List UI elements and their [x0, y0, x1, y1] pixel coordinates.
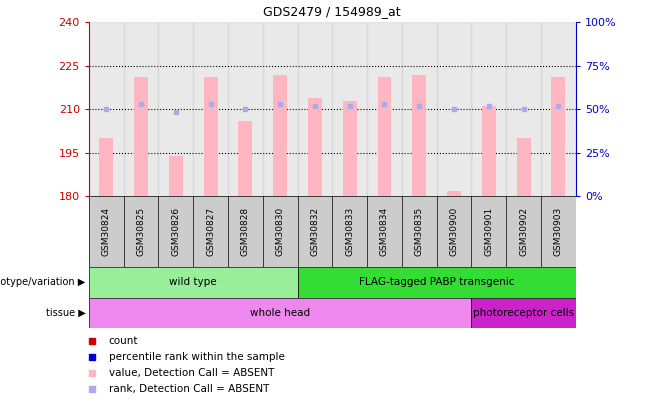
Bar	[193, 22, 228, 196]
Text: GSM30902: GSM30902	[519, 207, 528, 256]
Bar	[343, 101, 357, 196]
Title: GDS2479 / 154989_at: GDS2479 / 154989_at	[263, 5, 401, 18]
Bar	[551, 77, 565, 196]
Bar	[297, 267, 576, 298]
Bar	[169, 156, 183, 196]
Bar	[159, 22, 193, 196]
Text: GSM30827: GSM30827	[206, 207, 215, 256]
Text: wild type: wild type	[169, 277, 217, 288]
Text: GSM30832: GSM30832	[311, 207, 319, 256]
Bar	[238, 121, 252, 196]
Bar	[134, 77, 148, 196]
Text: FLAG-tagged PABP transgenic: FLAG-tagged PABP transgenic	[359, 277, 515, 288]
Text: photoreceptor cells: photoreceptor cells	[473, 308, 574, 318]
Bar	[99, 139, 113, 196]
Bar	[482, 107, 495, 196]
Text: GSM30835: GSM30835	[415, 207, 424, 256]
Bar	[517, 139, 530, 196]
Bar	[447, 191, 461, 196]
Bar	[228, 22, 263, 196]
Bar	[402, 22, 437, 196]
Bar	[413, 75, 426, 196]
Text: GSM30903: GSM30903	[554, 207, 563, 256]
Text: GSM30833: GSM30833	[345, 207, 354, 256]
Text: value, Detection Call = ABSENT: value, Detection Call = ABSENT	[109, 368, 274, 378]
Bar	[89, 298, 471, 328]
Bar	[471, 22, 506, 196]
Bar	[332, 22, 367, 196]
Text: count: count	[109, 336, 138, 346]
Bar	[273, 75, 287, 196]
Text: tissue ▶: tissue ▶	[46, 308, 86, 318]
Bar	[297, 22, 332, 196]
Text: GSM30900: GSM30900	[449, 207, 459, 256]
Text: rank, Detection Call = ABSENT: rank, Detection Call = ABSENT	[109, 384, 269, 394]
Bar	[263, 22, 297, 196]
Bar	[203, 77, 218, 196]
Bar	[437, 22, 471, 196]
Bar	[124, 22, 159, 196]
Text: GSM30826: GSM30826	[171, 207, 180, 256]
Bar	[506, 22, 541, 196]
Text: genotype/variation ▶: genotype/variation ▶	[0, 277, 86, 288]
Bar	[378, 77, 392, 196]
Text: GSM30825: GSM30825	[136, 207, 145, 256]
Text: whole head: whole head	[250, 308, 310, 318]
Text: GSM30901: GSM30901	[484, 207, 494, 256]
Text: GSM30834: GSM30834	[380, 207, 389, 256]
Bar	[471, 298, 576, 328]
Bar	[89, 267, 297, 298]
Text: percentile rank within the sample: percentile rank within the sample	[109, 352, 284, 362]
Bar	[308, 98, 322, 196]
Text: GSM30824: GSM30824	[102, 207, 111, 256]
Text: GSM30828: GSM30828	[241, 207, 250, 256]
Text: GSM30830: GSM30830	[276, 207, 285, 256]
Bar	[89, 22, 124, 196]
Bar	[541, 22, 576, 196]
Bar	[367, 22, 402, 196]
